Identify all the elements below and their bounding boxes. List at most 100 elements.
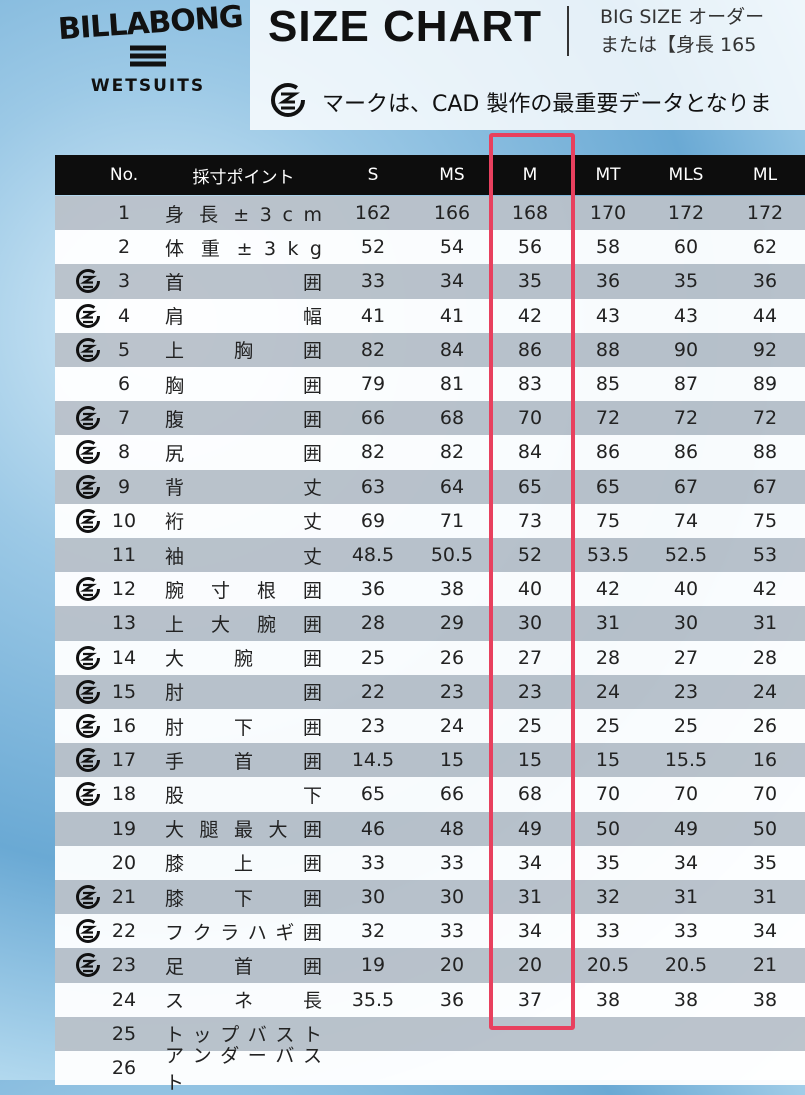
row-number: 3: [117, 270, 131, 293]
measure-point-text: 首 囲: [165, 271, 322, 294]
cad-icon: [76, 679, 100, 704]
measure-point: 肘 下 囲: [165, 709, 322, 743]
table-row: 12 腕 寸 根 囲 36 38 40 42 40 42: [55, 572, 805, 607]
column-header: ML: [752, 165, 778, 185]
size-value: 53.5: [586, 544, 630, 567]
measure-point-text: ス ネ 長: [165, 990, 322, 1013]
size-value: 23: [439, 680, 465, 703]
measure-point: 体 重 ± 3 k g: [165, 230, 322, 264]
size-value: 90: [673, 338, 699, 361]
table-row: 2 体 重 ± 3 k g 52 54 56 58 60 62: [55, 230, 805, 265]
size-value: 70: [673, 783, 699, 806]
size-value: 68: [517, 783, 543, 806]
row-number: 23: [111, 954, 137, 977]
measure-point: 膝 下 囲: [165, 880, 322, 914]
size-value: 42: [517, 304, 543, 327]
measure-point: 腹 囲: [165, 401, 322, 435]
size-value: 52: [360, 236, 386, 259]
table-row: 11 袖 丈 48.5 50.5 52 53.5 52.5 53: [55, 538, 805, 573]
size-value: 15: [595, 749, 621, 772]
size-value: 66: [360, 407, 386, 430]
size-value: 31: [595, 612, 621, 635]
size-value: 36: [439, 988, 465, 1011]
size-value: 60: [673, 236, 699, 259]
measure-point-text: 肘 囲: [165, 682, 322, 705]
cad-icon: [76, 303, 100, 328]
size-value: 38: [439, 578, 465, 601]
measure-point-text: 腕 寸 根 囲: [165, 579, 322, 602]
measure-point: 股 下: [165, 777, 322, 811]
size-value: 63: [360, 475, 386, 498]
cad-icon: [76, 508, 100, 533]
cad-note: マークは、CAD 製作の最重要データとなりま: [322, 92, 772, 117]
size-value: 27: [673, 646, 699, 669]
size-value: 46: [360, 817, 386, 840]
size-value: 37: [517, 988, 543, 1011]
row-number: 24: [111, 988, 137, 1011]
size-value: 87: [673, 373, 699, 396]
size-value: 34: [439, 270, 465, 293]
size-value: 83: [517, 373, 543, 396]
table-row: 22 フ ク ラ ハ ギ 囲 32 33 34 33 33 34: [55, 914, 805, 949]
measure-point-text: 体 重 ± 3 k g: [165, 237, 322, 260]
size-value: 65: [360, 783, 386, 806]
measure-point-text: 腹 囲: [165, 408, 322, 431]
size-value: 33: [360, 270, 386, 293]
measure-point-text: 肩 幅: [165, 306, 322, 329]
size-value: 25: [517, 715, 543, 738]
size-value: 41: [360, 304, 386, 327]
row-number: 20: [111, 851, 137, 874]
measure-point: 大 腕 囲: [165, 641, 322, 675]
measure-point: 尻 囲: [165, 435, 322, 469]
size-value: 48.5: [351, 544, 395, 567]
size-value: 25: [595, 715, 621, 738]
size-value: 72: [673, 407, 699, 430]
measure-point-text: 肘 下 囲: [165, 716, 322, 739]
size-value: 19: [360, 954, 386, 977]
size-value: 49: [673, 817, 699, 840]
measure-point: 腕 寸 根 囲: [165, 572, 322, 606]
size-value: 14.5: [351, 749, 395, 772]
size-value: 79: [360, 373, 386, 396]
cad-icon: [76, 440, 100, 465]
highlight-box: [489, 133, 575, 1030]
row-number: 1: [117, 202, 131, 225]
measure-point-text: 股 下: [165, 784, 322, 807]
column-header: No.: [109, 165, 139, 185]
size-value: 34: [517, 851, 543, 874]
size-value: 25: [673, 715, 699, 738]
size-value: 88: [595, 338, 621, 361]
size-value: 30: [439, 886, 465, 909]
size-value: 35: [673, 270, 699, 293]
cad-icon: [76, 919, 100, 944]
size-value: 81: [439, 373, 465, 396]
size-value: 27: [517, 646, 543, 669]
divider: [567, 6, 569, 56]
size-value: 58: [595, 236, 621, 259]
cad-icon: [271, 83, 305, 117]
table-row: 16 肘 下 囲 23 24 25 25 25 26: [55, 709, 805, 744]
table-row: 5 上 胸 囲 82 84 86 88 90 92: [55, 332, 805, 367]
size-value: 20: [439, 954, 465, 977]
size-value: 31: [517, 886, 543, 909]
column-header: MS: [439, 165, 465, 185]
size-value: 82: [439, 441, 465, 464]
measure-point: 袖 丈: [165, 538, 322, 572]
measure-point: ス ネ 長: [165, 983, 322, 1017]
measure-point-text: 膝 下 囲: [165, 887, 322, 910]
measure-point-text: 大 腕 囲: [165, 648, 322, 671]
measure-point-text: 上 胸 囲: [165, 340, 322, 363]
measure-point: 上 大 腕 囲: [165, 606, 322, 640]
note-line: または【身長 165: [600, 34, 757, 56]
measure-point: ア ン ダ ー バ ス ト: [165, 1045, 322, 1094]
table-row: 1 身 長 ± 3 c m 162 166 168 170 172 172: [55, 196, 805, 231]
size-value: 84: [517, 441, 543, 464]
measure-point-text: 袖 丈: [165, 545, 322, 568]
size-value: 38: [673, 988, 699, 1011]
size-value: 66: [439, 783, 465, 806]
table-row: 14 大 腕 囲 25 26 27 28 27 28: [55, 640, 805, 675]
size-value: 172: [746, 202, 784, 225]
table-row: 19 大 腿 最 大 囲 46 48 49 50 49 50: [55, 811, 805, 846]
row-number: 5: [117, 338, 131, 361]
size-value: 53: [752, 544, 778, 567]
